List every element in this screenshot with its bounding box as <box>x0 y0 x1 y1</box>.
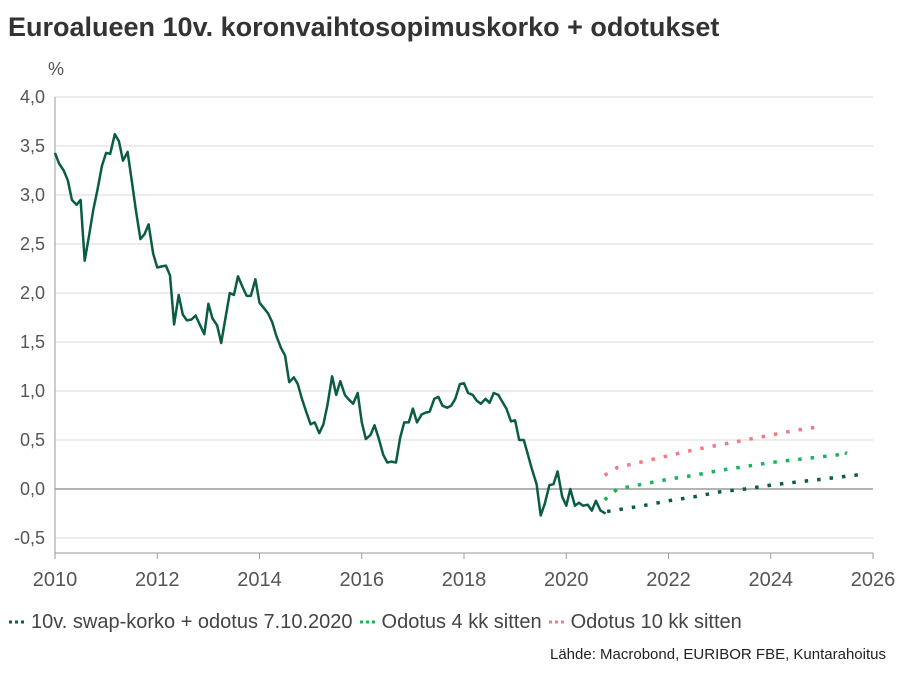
x-tick-label-0: 2010 <box>33 569 78 591</box>
x-tick-label-8: 2026 <box>851 569 896 591</box>
legend-swatch-swap <box>8 617 28 627</box>
legend-label-10kk: Odotus 10 kk sitten <box>570 610 742 633</box>
legend-swatch-10kk <box>548 617 568 627</box>
source-note: Lähde: Macrobond, EURIBOR FBE, Kuntaraho… <box>549 646 886 663</box>
series-lines <box>53 132 864 517</box>
x-tick-label-5: 2020 <box>544 569 589 591</box>
series-line-2 <box>603 451 850 502</box>
legend-item-10kk: Odotus 10 kk sitten <box>548 611 742 634</box>
y-axis-label: % <box>48 59 64 79</box>
legend: 10v. swap-korko + odotus 7.10.2020 Odotu… <box>8 608 748 636</box>
y-tick-label-9: -0,5 <box>14 528 45 548</box>
y-tick-label-4: 2,0 <box>20 283 45 303</box>
legend-label-swap: 10v. swap-korko + odotus 7.10.2020 <box>31 610 353 633</box>
chart-title: Euroalueen 10v. koronvaihtosopimuskorko … <box>8 12 720 42</box>
series-line-0 <box>53 132 607 517</box>
x-tick-label-6: 2022 <box>646 569 691 591</box>
x-tick-label-3: 2016 <box>340 569 385 591</box>
y-tick-label-3: 2,5 <box>20 234 45 254</box>
y-tick-label-5: 1,5 <box>20 332 45 352</box>
y-tick-label-0: 4,0 <box>20 87 45 107</box>
y-tick-label-1: 3,5 <box>20 136 45 156</box>
x-tick-label-2: 2014 <box>237 569 282 591</box>
x-tick-label-1: 2012 <box>135 569 180 591</box>
y-tick-label-2: 3,0 <box>20 185 45 205</box>
legend-swatch-4kk <box>359 617 379 627</box>
series-line-3 <box>603 424 823 477</box>
legend-label-4kk: Odotus 4 kk sitten <box>381 610 542 633</box>
x-tick-label-4: 2018 <box>442 569 487 591</box>
x-tick-label-7: 2024 <box>749 569 794 591</box>
y-tick-label-7: 0,5 <box>20 430 45 450</box>
gridlines <box>54 96 873 554</box>
y-axis-ticks: 4,0 3,5 3,0 2,5 2,0 1,5 1,0 0,5 0,0 -0,5 <box>14 87 45 548</box>
y-tick-label-6: 1,0 <box>20 381 45 401</box>
series-line-1 <box>606 472 864 514</box>
legend-item-4kk: Odotus 4 kk sitten <box>359 611 542 634</box>
x-axis-ticks: 2010 2012 2014 2016 2018 2020 2022 2024 2026 <box>33 553 896 591</box>
y-tick-label-8: 0,0 <box>20 479 45 499</box>
legend-item-swap: 10v. swap-korko + odotus 7.10.2020 <box>8 611 353 634</box>
